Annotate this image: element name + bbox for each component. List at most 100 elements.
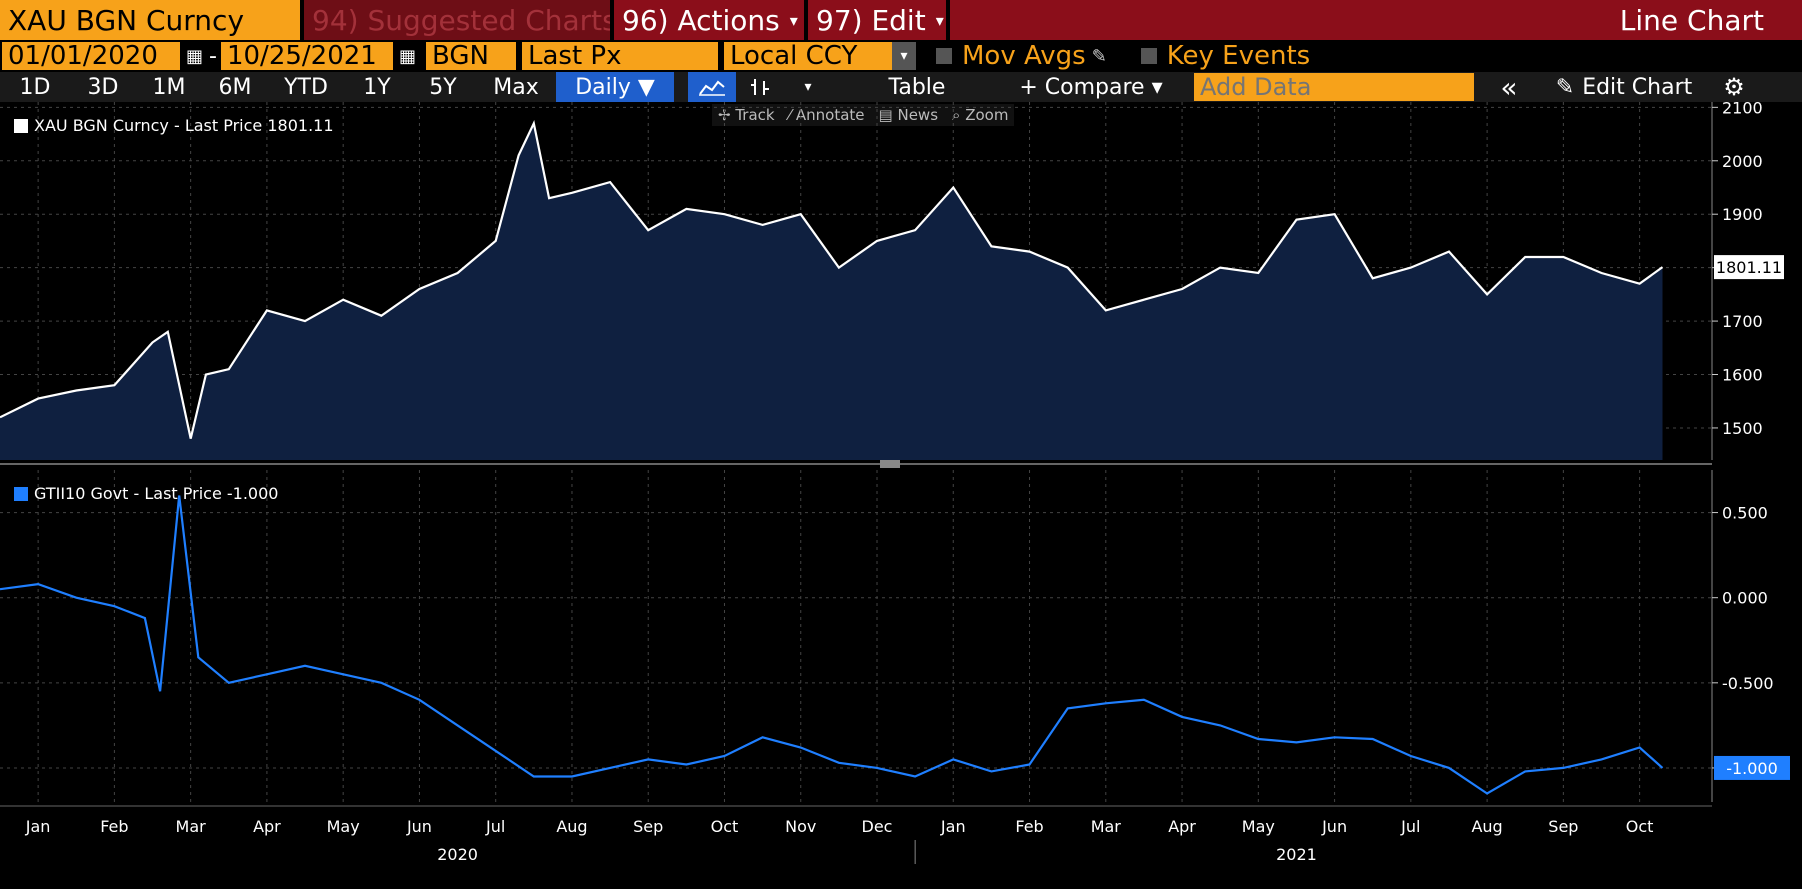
- table-button[interactable]: Table: [888, 74, 946, 100]
- compare-button[interactable]: + Compare ▾: [1019, 74, 1163, 100]
- x-month-label: Apr: [253, 817, 281, 836]
- x-month-label: Jun: [1321, 817, 1347, 836]
- chevron-down-icon: ▾: [789, 10, 798, 30]
- collapse-icon[interactable]: «: [1500, 70, 1518, 104]
- range-ytd[interactable]: YTD: [284, 74, 328, 100]
- x-month-label: Oct: [1626, 817, 1654, 836]
- tips-y-tick-label: 0.500: [1722, 504, 1768, 523]
- title-bar: XAU BGN Curncy 94) Suggested Charts 96) …: [0, 0, 1802, 40]
- pencil-icon: ✎: [1555, 74, 1575, 100]
- suggested-charts-menu[interactable]: 94) Suggested Charts: [304, 0, 617, 40]
- start-date-field[interactable]: 01/01/2020: [2, 41, 180, 71]
- actions-menu[interactable]: 96) Actions ▾: [614, 0, 804, 40]
- controls-bar: 01/01/2020 ▦ - 10/25/2021 ▦ BGN Last Px …: [0, 40, 1802, 72]
- annotate-tool[interactable]: ⁄ Annotate: [788, 106, 865, 124]
- gold-price-line[interactable]: [0, 119, 1664, 439]
- calendar-icon[interactable]: ▦: [398, 45, 416, 67]
- news-tool[interactable]: ▤ News: [878, 106, 939, 124]
- x-month-label: Nov: [785, 817, 816, 836]
- tips-legend-label: GTII10 Govt - Last Price -1.000: [34, 484, 279, 503]
- gold-legend[interactable]: XAU BGN Curncy - Last Price 1801.11: [14, 116, 334, 135]
- tips-legend-swatch: [14, 486, 28, 501]
- x-month-label: Jul: [1400, 817, 1420, 836]
- gold-y-tick-label: 2000: [1722, 152, 1763, 171]
- x-month-label: Mar: [1091, 817, 1122, 836]
- key-events-label: Key Events: [1166, 41, 1311, 71]
- gold-last-value: 1801.11: [1716, 258, 1782, 277]
- end-date-field[interactable]: 10/25/2021: [220, 41, 393, 71]
- chart-svg[interactable]: 1500160017001800190020002100 -1.000-0.50…: [0, 98, 1802, 885]
- toolbar: 1D 3D 1M 6M YTD 1Y 5Y Max Daily ▼ ▾ Tabl…: [0, 70, 1802, 104]
- range-5y[interactable]: 5Y: [429, 74, 457, 100]
- gold-last-value-label: 1801.11: [1714, 255, 1784, 280]
- tips-last-value: -1.000: [1726, 759, 1778, 778]
- zoom-tool[interactable]: ⌕ Zoom: [952, 106, 1009, 124]
- gold-y-axis: 1500160017001800190020002100: [1711, 98, 1763, 460]
- bar-chart-icon[interactable]: [736, 72, 784, 102]
- range-6m[interactable]: 6M: [218, 74, 252, 100]
- x-month-label: Feb: [1015, 817, 1043, 836]
- gold-legend-swatch: [14, 118, 28, 133]
- x-year-label: 2021: [1276, 845, 1317, 864]
- edit-menu[interactable]: 97) Edit ▾: [808, 0, 946, 40]
- chart-type-title: Line Chart: [950, 0, 1802, 40]
- tips-legend[interactable]: GTII10 Govt - Last Price -1.000: [14, 484, 278, 503]
- security-ticker[interactable]: XAU BGN Curncy: [0, 0, 300, 40]
- chart-area[interactable]: 1500160017001800190020002100 -1.000-0.50…: [0, 98, 1802, 885]
- range-1d[interactable]: 1D: [19, 74, 51, 100]
- gear-icon[interactable]: ⚙: [1723, 73, 1745, 101]
- chevron-down-icon[interactable]: ▾: [804, 79, 812, 95]
- tips-y-tick-label: 0.000: [1722, 589, 1768, 608]
- x-month-label: Jun: [406, 817, 432, 836]
- track-label: Track: [735, 106, 775, 124]
- track-tool[interactable]: ✢ Track: [718, 106, 775, 124]
- news-label: News: [897, 106, 939, 124]
- x-month-label: Mar: [176, 817, 207, 836]
- gold-y-tick-label: 1500: [1722, 419, 1763, 438]
- add-data-input[interactable]: [1194, 73, 1474, 101]
- edit-label: 97) Edit: [816, 3, 926, 37]
- tips-last-value-label: -1.000: [1714, 755, 1790, 780]
- x-month-label: Jul: [485, 817, 505, 836]
- range-1m[interactable]: 1M: [152, 74, 186, 100]
- mov-avgs-label: Mov Avgs: [961, 41, 1086, 71]
- actions-label: 96) Actions: [622, 3, 780, 37]
- pane-resize-handle[interactable]: [880, 460, 900, 468]
- gold-y-tick-label: 1900: [1722, 205, 1763, 224]
- x-year-label: 2020: [437, 845, 478, 864]
- gold-legend-label: XAU BGN Curncy - Last Price 1801.11: [34, 116, 334, 135]
- period-select[interactable]: Daily ▼: [556, 72, 674, 102]
- tips-yield-line[interactable]: [0, 495, 1664, 795]
- range-max[interactable]: Max: [493, 74, 539, 100]
- x-month-label: Sep: [633, 817, 663, 836]
- x-axis: Jan Feb Mar Apr May Jun Jul Aug Sep Oct Nov Dec Jan F…: [0, 805, 1712, 864]
- line-chart-icon[interactable]: [688, 72, 736, 102]
- pencil-icon[interactable]: ✎: [1091, 45, 1107, 67]
- x-month-label: Jan: [25, 817, 51, 836]
- source-field[interactable]: BGN: [425, 41, 516, 71]
- x-month-label: May: [1242, 817, 1275, 836]
- edit-chart-button[interactable]: ✎ Edit Chart: [1534, 72, 1714, 102]
- field-select[interactable]: Last Px: [521, 41, 718, 71]
- gold-area-fill: [0, 123, 1663, 461]
- chevron-down-icon[interactable]: ▾: [891, 42, 916, 70]
- gold-y-tick-label: 1700: [1722, 312, 1763, 331]
- calendar-icon[interactable]: ▦: [186, 45, 204, 67]
- edit-chart-label: Edit Chart: [1582, 74, 1693, 100]
- key-events-checkbox[interactable]: [1140, 48, 1157, 64]
- x-month-label: Feb: [100, 817, 128, 836]
- range-3d[interactable]: 3D: [87, 74, 119, 100]
- range-1y[interactable]: 1Y: [363, 74, 391, 100]
- mov-avgs-checkbox[interactable]: [935, 48, 952, 64]
- x-month-label: Oct: [711, 817, 739, 836]
- x-month-label: Sep: [1548, 817, 1578, 836]
- currency-select[interactable]: Local CCY: [723, 41, 892, 71]
- annotate-label: Annotate: [795, 106, 865, 124]
- date-dash: -: [209, 43, 217, 69]
- x-month-label: Dec: [862, 817, 893, 836]
- gold-y-tick-label: 2100: [1722, 102, 1763, 117]
- gold-y-tick-label: 1600: [1722, 366, 1763, 385]
- zoom-label: Zoom: [965, 106, 1009, 124]
- x-month-label: Aug: [556, 817, 587, 836]
